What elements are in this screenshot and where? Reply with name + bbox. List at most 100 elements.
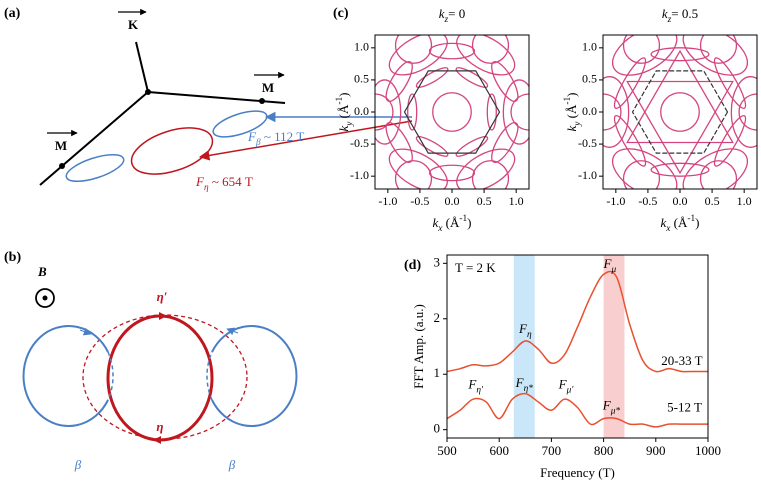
text-part: F bbox=[603, 256, 613, 271]
x-tick-label: 0.5 bbox=[705, 194, 720, 208]
text-part: k bbox=[660, 215, 666, 230]
text-part: -1 bbox=[459, 214, 467, 224]
text-part: k bbox=[439, 6, 445, 21]
peak-label: Fμ bbox=[603, 256, 617, 275]
contour bbox=[603, 76, 630, 148]
contour bbox=[622, 160, 661, 189]
contour bbox=[699, 160, 738, 189]
x-tick-label: -0.5 bbox=[410, 194, 429, 208]
series-line bbox=[446, 392, 708, 428]
peak-label: Fη′ bbox=[467, 376, 484, 395]
contour bbox=[455, 136, 489, 157]
contour bbox=[486, 93, 497, 131]
panel-label: (a) bbox=[4, 6, 21, 21]
panel-label: (d) bbox=[404, 258, 421, 273]
contour bbox=[682, 148, 748, 189]
text-part: F bbox=[195, 174, 205, 189]
contour bbox=[375, 93, 394, 131]
contour bbox=[415, 67, 449, 88]
contour bbox=[428, 164, 476, 182]
contour bbox=[622, 35, 661, 64]
contour bbox=[456, 148, 516, 189]
x-tick-label: -1.0 bbox=[606, 194, 625, 208]
fermi-surface bbox=[375, 35, 529, 189]
text-part: k bbox=[564, 126, 579, 132]
orbit-beta bbox=[107, 351, 114, 401]
x-axis-label: kx (Å-1) bbox=[432, 214, 471, 234]
x-tick-label: -1.0 bbox=[378, 194, 397, 208]
x-axis-label: Frequency (T) bbox=[540, 465, 615, 480]
x-tick-label: 0.5 bbox=[477, 194, 492, 208]
y-tick-label: 0.5 bbox=[582, 72, 597, 86]
x-tick-label: 1.0 bbox=[737, 194, 752, 208]
text-part: ) bbox=[467, 215, 471, 230]
contour bbox=[713, 115, 747, 167]
text-part: η bbox=[527, 330, 532, 340]
orbit-eta bbox=[159, 314, 214, 442]
x-tick-label: 500 bbox=[437, 443, 457, 458]
plot-title: kz= 0.5 bbox=[662, 6, 698, 25]
x-axis-label: kx (Å-1) bbox=[660, 214, 699, 234]
text-part: y bbox=[573, 121, 583, 127]
y-tick-label: 3 bbox=[434, 254, 441, 269]
orbit-arrow bbox=[79, 327, 92, 336]
text-part: -1 bbox=[335, 97, 345, 105]
y-tick-label: 1 bbox=[434, 365, 441, 380]
panel-b: (b) B η′ η β β bbox=[4, 250, 298, 472]
field-symbol bbox=[42, 295, 48, 301]
text-part: F bbox=[518, 321, 528, 336]
contour bbox=[682, 35, 748, 76]
contour bbox=[471, 160, 510, 189]
brillouin-zone bbox=[403, 70, 501, 154]
y-axis-label: FFT Amp. (a.u.) bbox=[411, 304, 426, 389]
pointer-arrow bbox=[198, 120, 413, 161]
contour bbox=[626, 80, 734, 175]
contour bbox=[388, 35, 448, 76]
text-part: k bbox=[662, 6, 668, 21]
contour bbox=[455, 67, 489, 88]
contour bbox=[385, 61, 413, 102]
text-part: ) bbox=[564, 92, 579, 96]
peak-label: Fη* bbox=[515, 375, 534, 394]
x-tick-label: 1000 bbox=[695, 443, 721, 458]
orbit-label: β bbox=[74, 457, 82, 472]
contour bbox=[394, 160, 433, 189]
note: T = 2 K bbox=[455, 260, 496, 275]
text-part: (Å bbox=[670, 215, 688, 230]
x-tick-label: 700 bbox=[542, 443, 562, 458]
orbit-label: β bbox=[228, 457, 236, 472]
point bbox=[59, 163, 65, 169]
contour bbox=[471, 35, 510, 64]
orbit-label: η′ bbox=[157, 289, 168, 304]
contour bbox=[394, 35, 433, 64]
fermi-orbit bbox=[130, 127, 214, 175]
point-label: M bbox=[55, 138, 67, 153]
contour bbox=[650, 47, 710, 62]
text-part: ) bbox=[336, 92, 351, 96]
y-axis-label: ky (Å-1) bbox=[563, 92, 583, 131]
contour bbox=[699, 35, 738, 64]
contour bbox=[613, 115, 647, 167]
highlight-band bbox=[603, 255, 625, 438]
orbit-beta bbox=[211, 325, 298, 427]
panel-label: (c) bbox=[333, 6, 349, 21]
x-tick-label: 0.0 bbox=[445, 194, 460, 208]
contour bbox=[407, 93, 418, 131]
y-tick-label: 0.0 bbox=[582, 104, 597, 118]
field-label: B bbox=[37, 264, 47, 279]
text-part: -1 bbox=[563, 97, 573, 105]
contour bbox=[650, 162, 710, 177]
point bbox=[259, 98, 265, 104]
contour bbox=[491, 122, 519, 163]
brillouin-zone bbox=[631, 70, 729, 154]
panel-label: (b) bbox=[4, 250, 21, 265]
text-part: μ bbox=[610, 265, 616, 275]
text-part: (Å bbox=[336, 104, 351, 122]
contour bbox=[375, 79, 402, 145]
y-tick-label: 0.0 bbox=[354, 104, 369, 118]
text-part: F bbox=[247, 129, 257, 144]
frequency-label: Fβ ~ 112 T bbox=[247, 129, 304, 148]
series-label: 5-12 T bbox=[667, 400, 702, 415]
text-part: k bbox=[432, 215, 438, 230]
fermi-surface bbox=[603, 35, 757, 189]
